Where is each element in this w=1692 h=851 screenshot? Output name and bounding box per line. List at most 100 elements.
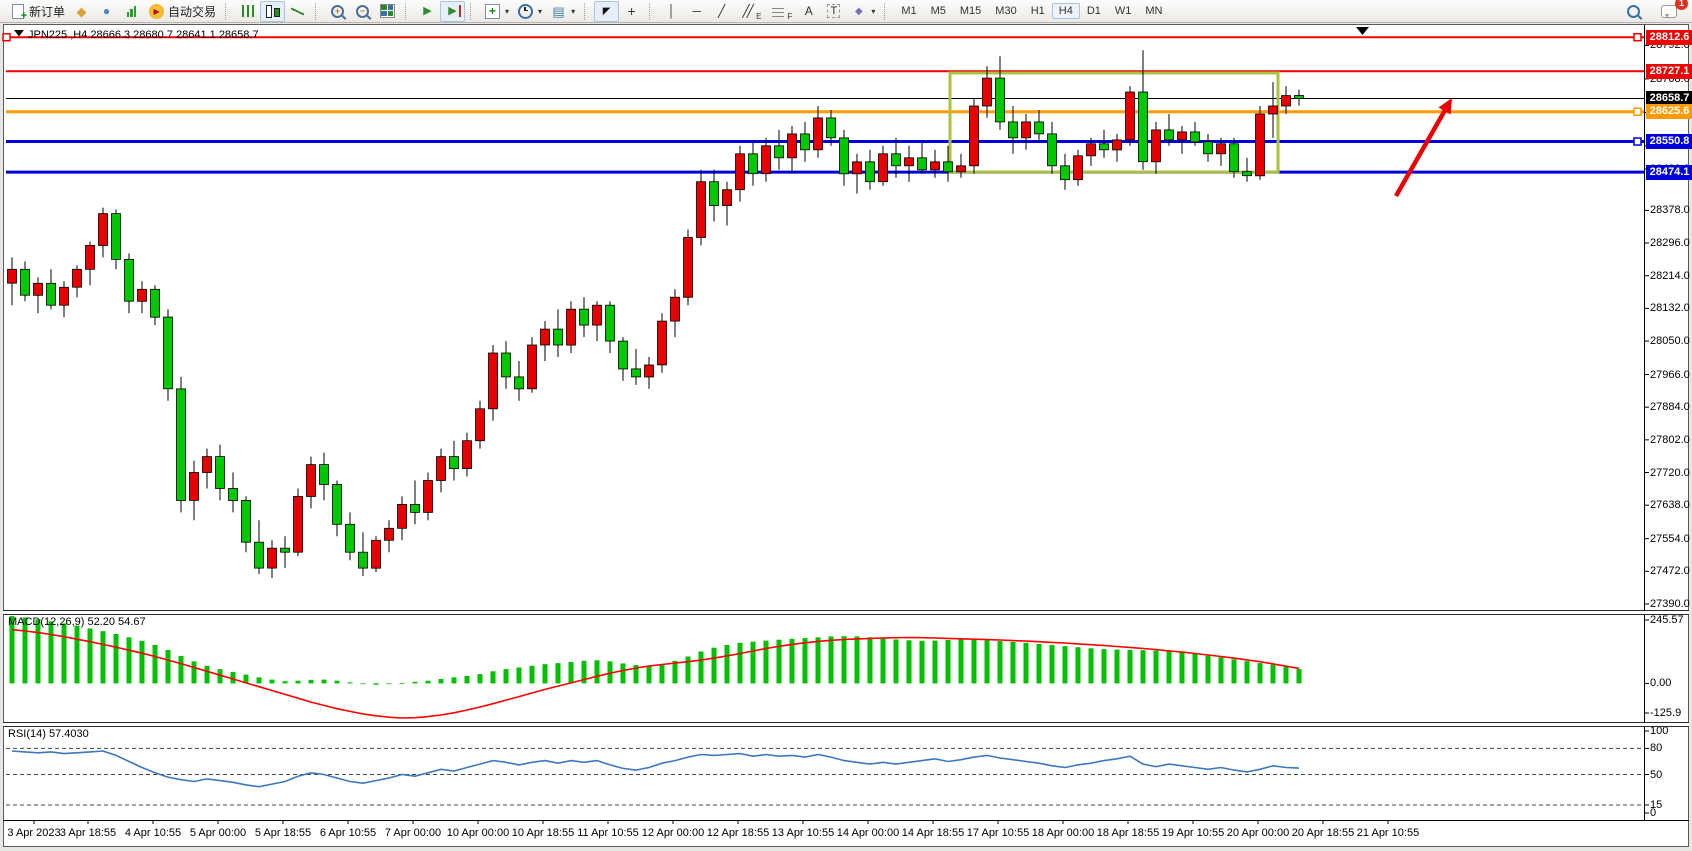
candle	[202, 456, 212, 473]
zoom-in-button[interactable]: +	[325, 1, 350, 22]
macd-histogram-bar	[659, 664, 665, 684]
candle	[449, 456, 459, 470]
time-axis-label: 12 Apr 00:00	[641, 827, 705, 839]
line-handle	[1633, 137, 1642, 146]
macd-histogram-bar	[555, 663, 561, 684]
rsi-pane-divider[interactable]	[3, 722, 1689, 727]
candle	[1190, 131, 1200, 143]
hline-button[interactable]: ─	[684, 1, 709, 22]
text-button[interactable]: A	[796, 1, 821, 22]
macd-histogram-bar	[113, 634, 119, 684]
text-icon: A	[804, 3, 813, 18]
candle	[800, 133, 810, 151]
candle	[1294, 95, 1304, 99]
macd-histogram-bar	[581, 660, 587, 684]
tile-windows-button[interactable]	[375, 1, 400, 22]
candle	[1203, 141, 1213, 155]
trend-arrow-head	[1438, 98, 1452, 115]
indicators-button-dropdown-arrow[interactable]: ▾	[505, 6, 510, 16]
macd-histogram-bar	[217, 669, 223, 684]
channel-button[interactable]: ╱╱ E	[734, 1, 765, 22]
macd-histogram-bar	[1257, 663, 1263, 684]
macd-histogram-bar	[451, 677, 457, 684]
macd-histogram-bar	[1062, 646, 1068, 684]
vline-button[interactable]: │	[659, 1, 684, 22]
candle	[605, 304, 615, 342]
chart-line-button[interactable]	[285, 1, 310, 22]
periods-button-dropdown-arrow[interactable]: ▾	[538, 6, 543, 16]
periods-button[interactable]: ▾	[513, 1, 546, 22]
macd-pane-divider[interactable]	[3, 610, 1689, 615]
community-button[interactable]: ●	[94, 1, 119, 22]
fibonacci-button[interactable]: F	[765, 1, 796, 22]
crosshair-button[interactable]: +	[619, 1, 644, 22]
channel-icon: ╱╱	[742, 3, 754, 18]
timeframe-m15[interactable]: M15	[959, 5, 982, 17]
price-axis-tick: 27472.0	[1650, 565, 1690, 578]
cursor-button[interactable]: ◤	[594, 0, 620, 22]
price-tag-28658.7: 28658.7	[1646, 91, 1692, 107]
timeframe-d1[interactable]: D1	[1086, 5, 1101, 17]
macd-histogram-bar	[529, 665, 535, 684]
indicators-button[interactable]: + ▾	[480, 1, 513, 22]
candle	[1229, 143, 1239, 173]
toolbar-separator	[315, 2, 320, 20]
autotrade-icon: ▶	[148, 3, 165, 20]
autotrade-button[interactable]: ▶ 自动交易	[144, 1, 220, 22]
time-axis-label: 6 Apr 10:55	[319, 827, 377, 839]
label-button[interactable]: T	[821, 1, 846, 22]
timeframe-h1[interactable]: H1	[1030, 5, 1045, 17]
chart-candles-icon	[264, 3, 281, 20]
indicators-icon: +	[484, 3, 501, 20]
auto-scroll-button[interactable]: ▶	[415, 1, 440, 22]
time-axis-label: 7 Apr 00:00	[384, 827, 442, 839]
macd-histogram-bar	[828, 636, 834, 684]
macd-histogram-bar	[139, 640, 145, 684]
signals-button[interactable]	[119, 1, 144, 22]
macd-histogram-bar	[100, 631, 106, 684]
chart-candles-button[interactable]	[260, 0, 286, 22]
macd-axis-tick: -125.9	[1650, 707, 1682, 719]
time-axis-label: 20 Apr 18:55	[1291, 827, 1355, 839]
macd-histogram-bar	[35, 619, 41, 684]
chart-bars-button[interactable]	[235, 1, 260, 22]
macd-histogram-bar	[1088, 648, 1094, 684]
timeframe-w1[interactable]: W1	[1114, 5, 1132, 17]
macd-histogram-bar	[282, 681, 288, 684]
trendline-button[interactable]: ╱	[709, 1, 734, 22]
timeframe-m5[interactable]: M5	[930, 5, 946, 17]
notification-badge[interactable]: 1	[1675, 0, 1688, 10]
time-axis-label: 19 Apr 10:55	[1161, 827, 1225, 839]
candle	[618, 340, 628, 370]
templates-button-dropdown-arrow[interactable]: ▾	[571, 6, 576, 16]
time-axis-label: 10 Apr 00:00	[446, 827, 510, 839]
shapes-button[interactable]: ◆ ▾	[846, 1, 879, 22]
channel-button-sub-label: E	[756, 11, 762, 21]
candle	[826, 117, 836, 139]
search-button[interactable]	[1621, 1, 1646, 22]
price-axis-tick: 28214.0	[1650, 269, 1690, 282]
candle	[1099, 143, 1109, 151]
hline-icon: ─	[692, 3, 701, 18]
timeframe-h4[interactable]: H4	[1051, 3, 1080, 19]
chat-button[interactable]: 1	[1656, 0, 1688, 22]
time-axis-label: 18 Apr 00:00	[1031, 827, 1095, 839]
candle	[59, 286, 69, 306]
mql-button[interactable]: ◆	[69, 1, 94, 22]
timeframe-m1[interactable]: M1	[901, 5, 917, 17]
candle	[501, 352, 511, 378]
timeframe-m30[interactable]: M30	[995, 5, 1017, 17]
shapes-button-dropdown-arrow[interactable]: ▾	[871, 6, 876, 16]
zoom-out-button[interactable]: −	[350, 1, 375, 22]
chart-shift-button[interactable]: ▶	[440, 0, 466, 22]
macd-histogram-bar	[1023, 642, 1029, 684]
candle	[384, 527, 394, 541]
templates-button[interactable]: ▤ ▾	[546, 1, 579, 22]
candle	[163, 316, 173, 390]
macd-histogram-bar	[1153, 650, 1159, 684]
candle	[150, 288, 160, 318]
price-axis-tick: 27966.0	[1650, 368, 1690, 381]
macd-histogram-bar	[932, 640, 938, 684]
timeframe-mn[interactable]: MN	[1145, 5, 1163, 17]
new-order-button[interactable]: + 新订单	[5, 1, 69, 22]
